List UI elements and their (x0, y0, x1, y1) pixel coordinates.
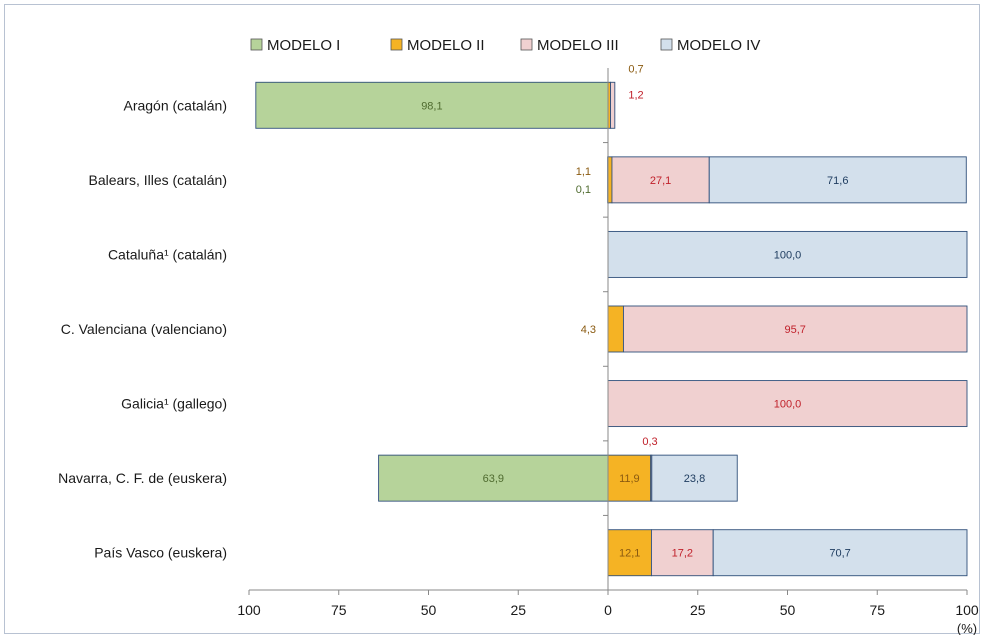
legend-label-modelo-iii: MODELO III (537, 37, 619, 54)
bar-navarra-c-f-de-euskera-modelo-iv (651, 454, 738, 502)
legend-swatch-modelo-iv (660, 38, 673, 51)
data-label-pais-vasco-euskera-modelo-iv: 70,7 (829, 548, 850, 560)
stacked-bar-chart: MODELO I MODELO II MODELO III MODELO IV Arag… (58, 37, 979, 635)
data-label-pais-vasco-euskera-modelo-ii: 12,1 (619, 548, 640, 560)
x-tick-label: 75 (869, 602, 885, 618)
data-label-balears-illes-catalan-modelo-iii: 27,1 (650, 175, 671, 187)
data-label-cataluna-catalan-modelo-iv: 100,0 (774, 249, 802, 261)
category-label-c-valenciana-valenciano: C. Valenciana (valenciano) (61, 321, 227, 337)
x-tick-label: 50 (421, 602, 437, 618)
legend-swatch-modelo-ii (390, 38, 403, 51)
x-axis-unit-label: (%) (957, 621, 977, 635)
data-label-navarra-c-f-de-euskera-modelo-ii: 11,9 (619, 473, 640, 485)
chart-frame: MODELO I MODELO II MODELO III MODELO IV Arag… (4, 4, 980, 635)
legend-swatch-modelo-i (250, 38, 263, 51)
data-label-navarra-c-f-de-euskera-modelo-i: 63,9 (483, 473, 504, 485)
data-label-navarra-c-f-de-euskera-modelo-iv: 23,8 (684, 473, 705, 485)
bar-galicia-gallego-modelo-iii (607, 380, 968, 428)
category-label-navarra-c-f-de-euskera: Navarra, C. F. de (euskera) (58, 470, 227, 486)
legend-label-modelo-iv: MODELO IV (677, 37, 760, 54)
data-label-navarra-c-f-de-euskera-modelo-iii: 0,3 (642, 436, 657, 448)
data-label-c-valenciana-valenciano-modelo-ii: 4,3 (581, 324, 596, 336)
data-label-aragon-catalan-modelo-i: 98,1 (421, 100, 442, 112)
bar-cataluna-catalan-modelo-iv (607, 230, 968, 278)
data-label-galicia-gallego-modelo-iii: 100,0 (774, 399, 802, 411)
bar-balears-illes-catalan-modelo-iv (708, 156, 967, 204)
bar-c-valenciana-valenciano-modelo-iii (622, 305, 968, 353)
x-tick-label: 25 (690, 602, 706, 618)
category-label-balears-illes-catalan: Balears, Illes (catalán) (88, 172, 227, 188)
x-tick-label: 50 (780, 602, 796, 618)
data-label-balears-illes-catalan-modelo-iv: 71,6 (827, 175, 848, 187)
legend-label-modelo-i: MODELO I (267, 37, 340, 54)
x-tick-label: 0 (604, 602, 612, 618)
data-label-balears-illes-catalan-modelo-ii: 1,1 (576, 166, 591, 178)
x-tick-label: 100 (955, 602, 979, 618)
bar-balears-illes-catalan-modelo-ii (607, 156, 613, 204)
bar-aragon-catalan-modelo-i (255, 81, 609, 129)
bar-navarra-c-f-de-euskera-modelo-i (378, 454, 609, 502)
data-label-c-valenciana-valenciano-modelo-iii: 95,7 (785, 324, 806, 336)
category-label-cataluna-catalan: Cataluña¹ (catalán) (108, 246, 227, 262)
legend-swatch-modelo-iii (520, 38, 533, 51)
bar-pais-vasco-euskera-modelo-iv (712, 529, 968, 577)
bar-aragon-catalan-modelo-iii (610, 81, 616, 129)
category-label-pais-vasco-euskera: País Vasco (euskera) (94, 545, 227, 561)
data-label-pais-vasco-euskera-modelo-iii: 17,2 (672, 548, 693, 560)
category-label-galicia-gallego: Galicia¹ (gallego) (121, 396, 227, 412)
data-label-balears-illes-catalan-modelo-i: 0,1 (576, 184, 591, 196)
bar-c-valenciana-valenciano-modelo-ii (607, 305, 624, 353)
legend-label-modelo-ii: MODELO II (407, 37, 485, 54)
x-tick-label: 100 (237, 602, 261, 618)
data-label-aragon-catalan-modelo-ii: 0,7 (628, 63, 643, 75)
bar-navarra-c-f-de-euskera-modelo-ii (607, 454, 652, 502)
x-tick-label: 25 (510, 602, 526, 618)
x-tick-label: 75 (331, 602, 347, 618)
data-label-aragon-catalan-modelo-iii: 1,2 (628, 89, 643, 101)
bar-pais-vasco-euskera-modelo-iii (650, 529, 714, 577)
category-label-aragon-catalan: Aragón (catalán) (123, 97, 227, 113)
